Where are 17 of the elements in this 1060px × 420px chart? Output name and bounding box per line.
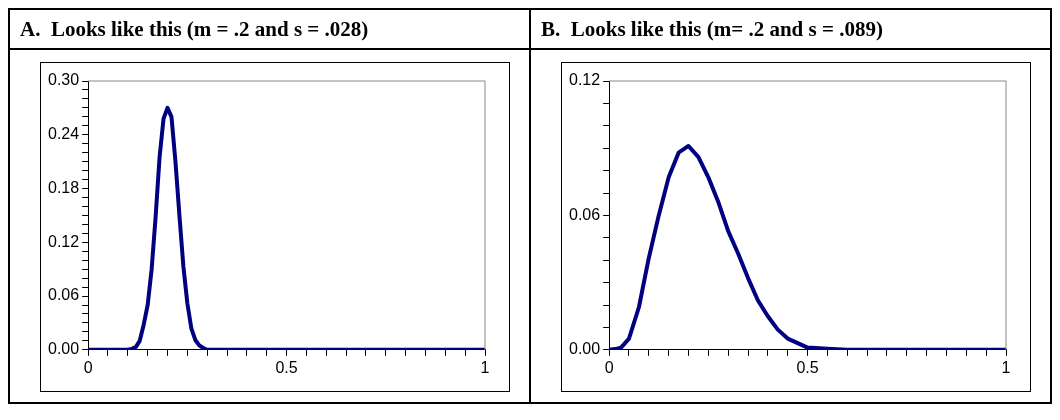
y-tick-label: 0.30 (48, 71, 80, 89)
y-tick-label: 0.06 (48, 286, 80, 304)
y-tick-label: 0.12 (48, 232, 80, 250)
y-tick-label: 0.00 (48, 340, 80, 358)
chart-title: B. Looks like this (m= .2 and s = .089) (531, 10, 1050, 50)
y-tick-label: 0.06 (569, 205, 601, 223)
x-tick-label: 0 (604, 358, 614, 376)
y-tick-label: 0.18 (48, 178, 80, 196)
y-tick-label: 0.00 (569, 340, 601, 358)
x-tick-label: 0 (83, 358, 93, 376)
x-tick-label: 0.5 (796, 358, 819, 376)
x-tick-label: 0.5 (275, 358, 298, 376)
chart-title: A. Looks like this (m = .2 and s = .028) (10, 10, 529, 50)
x-tick-label: 1 (1001, 358, 1011, 376)
y-tick-label: 0.24 (48, 125, 80, 143)
y-tick-label: 0.12 (569, 71, 601, 89)
x-tick-label: 1 (480, 358, 490, 376)
